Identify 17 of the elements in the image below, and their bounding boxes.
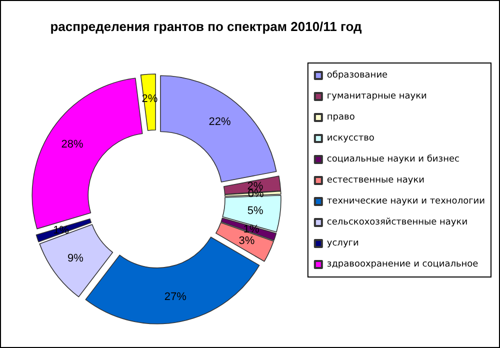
data-label: 3% <box>238 235 255 248</box>
legend-label: технические науки и технологии <box>326 196 486 206</box>
chart-title: распределения грантов по спектрам 2010/11 год <box>50 19 363 34</box>
legend-label: образование <box>326 70 388 80</box>
legend-label: право <box>326 112 356 122</box>
data-label: 28% <box>61 138 84 150</box>
legend-label: гуманитарные науки <box>326 92 428 102</box>
legend-label: услуги <box>326 238 359 248</box>
data-label: 27% <box>164 291 187 304</box>
legend-label: искусство <box>326 134 375 144</box>
data-label: 9% <box>68 252 84 264</box>
legend-label: естественные науки <box>326 176 425 186</box>
data-label: 22% <box>208 116 231 128</box>
legend-label: социальные науки и бизнес <box>326 154 460 164</box>
legend-label: сельскохозяйственные науки <box>326 218 468 228</box>
data-label: 5% <box>247 204 264 217</box>
legend-label: здравоохранение и социальное <box>326 260 479 270</box>
